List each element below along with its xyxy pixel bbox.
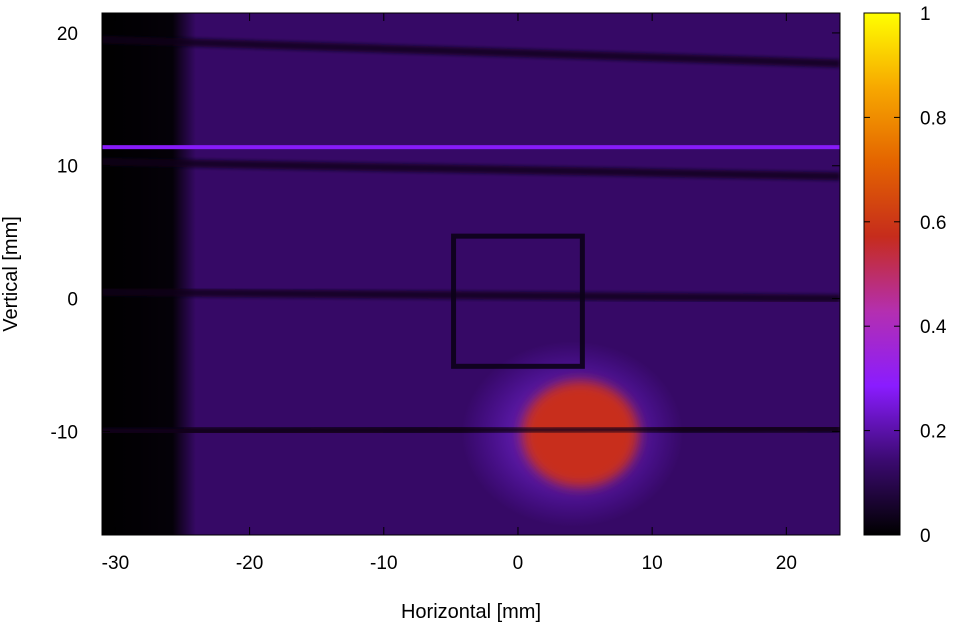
x-axis-title: Horizontal [mm] <box>401 601 541 623</box>
colorbar-tick-label: 0.4 <box>920 317 947 338</box>
x-tick-label: 0 <box>513 553 524 574</box>
dark-left-region <box>102 13 196 535</box>
plot-frame <box>101 12 841 536</box>
shadow-line-horizontal <box>102 287 840 303</box>
x-tick-label: 10 <box>642 553 663 574</box>
y-tick-label: 20 <box>57 24 78 45</box>
square-marker <box>451 233 585 369</box>
plot-area <box>102 13 840 535</box>
x-tick-label: 20 <box>776 553 797 574</box>
shadow-line-horizontal <box>102 35 840 68</box>
x-tick-label: -10 <box>370 553 397 574</box>
colorbar-tick-label: 1 <box>920 4 931 25</box>
x-axis: -30 -20 -10 0 10 20 <box>102 13 797 574</box>
y-tick-label: 10 <box>57 157 78 178</box>
colorbar-tick-label: 0.2 <box>920 422 946 443</box>
bright-horizontal-line <box>102 145 840 150</box>
colorbar-tick-label: 0 <box>920 526 931 547</box>
y-axis: -10 0 10 20 <box>51 24 840 443</box>
shadow-line-horizontal <box>102 157 840 181</box>
colorbar-axis: 0 0.2 0.4 0.6 0.8 1 <box>864 4 947 547</box>
y-tick-label: 0 <box>67 290 78 311</box>
colorbar-tick-label: 0.6 <box>920 213 946 234</box>
hot-spot <box>521 380 639 488</box>
x-tick-label: -30 <box>102 553 129 574</box>
y-axis-title: Vertical [mm] <box>0 216 22 332</box>
colorbar <box>863 12 901 536</box>
x-tick-label: -20 <box>236 553 263 574</box>
shadow-line-horizontal <box>102 426 840 434</box>
colorbar-tick-label: 0.8 <box>920 108 946 129</box>
y-tick-label: -10 <box>51 422 78 443</box>
